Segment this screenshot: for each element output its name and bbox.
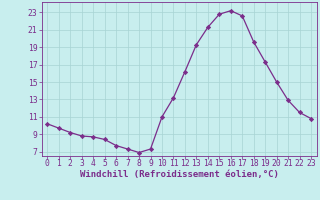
X-axis label: Windchill (Refroidissement éolien,°C): Windchill (Refroidissement éolien,°C) [80,170,279,179]
